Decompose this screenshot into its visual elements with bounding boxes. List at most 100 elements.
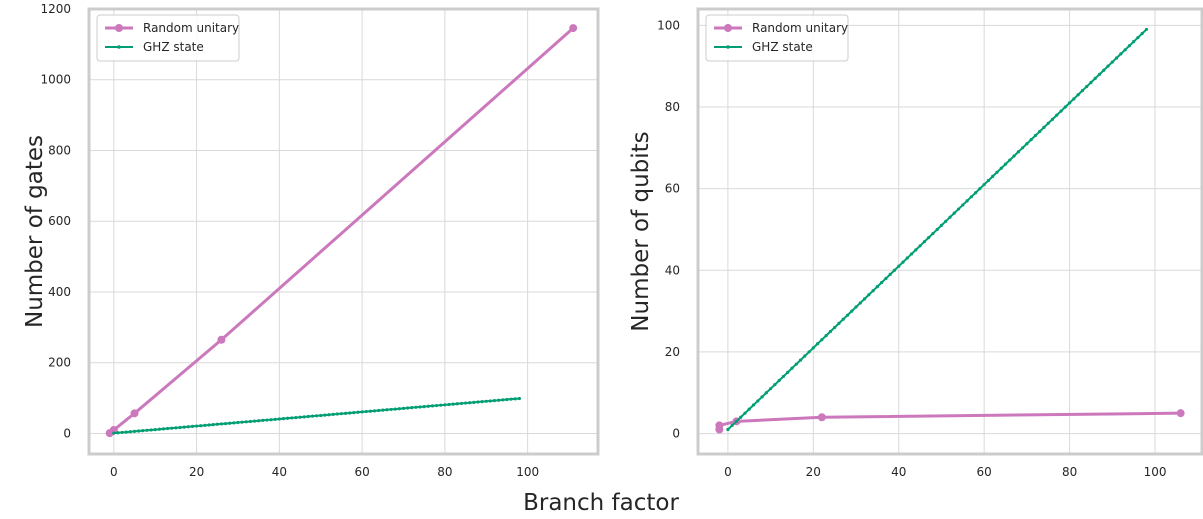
data-point-ghz-state <box>145 428 149 432</box>
legend-label: GHZ state <box>752 40 813 54</box>
data-point-ghz-state <box>203 423 207 427</box>
data-point-ghz-state <box>480 400 484 404</box>
data-point-ghz-state <box>888 272 892 276</box>
data-point-ghz-state <box>1140 31 1144 36</box>
data-point-ghz-state <box>166 426 170 431</box>
data-point-ghz-state <box>1003 162 1008 166</box>
data-point-ghz-state <box>112 431 116 435</box>
plot-area <box>105 24 578 438</box>
data-point-ghz-state <box>348 411 352 415</box>
data-point-ghz-state <box>1025 142 1029 146</box>
data-point-ghz-state <box>1102 68 1106 72</box>
data-point-ghz-state <box>726 427 730 432</box>
data-point-ghz-state <box>141 429 145 433</box>
y-tick-label: 80 <box>665 100 680 114</box>
data-point-random-unitary <box>817 413 826 422</box>
data-point-ghz-state <box>232 421 236 425</box>
data-point-ghz-state <box>982 182 986 187</box>
y-tick-label: 0 <box>672 427 680 441</box>
data-point-ghz-state <box>1055 113 1059 117</box>
data-point-ghz-state <box>273 417 277 421</box>
y-tick-label: 1200 <box>40 2 71 16</box>
data-point-ghz-state <box>790 366 794 370</box>
legend: Random unitary GHZ state <box>705 14 849 62</box>
data-point-ghz-state <box>991 174 995 178</box>
data-point-ghz-state <box>418 405 422 409</box>
data-point-ghz-state <box>961 203 965 207</box>
data-point-ghz-state <box>743 411 747 415</box>
data-point-ghz-state <box>319 413 323 418</box>
data-point-ghz-state <box>228 421 232 425</box>
data-point-ghz-state <box>875 285 879 289</box>
data-point-ghz-state <box>1119 52 1123 56</box>
data-point-ghz-state <box>845 313 850 317</box>
data-point-ghz-state <box>1033 133 1038 138</box>
data-point-ghz-state <box>807 350 811 354</box>
data-point-ghz-state <box>149 428 153 432</box>
x-tick-label: 100 <box>1144 465 1167 479</box>
plot-frame <box>696 7 1203 456</box>
data-point-ghz-state <box>769 387 773 391</box>
data-point-ghz-state <box>377 408 381 413</box>
data-point-random-unitary <box>130 409 139 418</box>
data-point-ghz-state <box>468 401 472 405</box>
data-point-ghz-state <box>265 418 269 422</box>
data-point-ghz-state <box>257 419 261 423</box>
data-point-ghz-state <box>323 413 327 417</box>
legend-swatch-marker <box>117 45 121 49</box>
x-tick-label: 80 <box>437 465 452 479</box>
data-point-ghz-state <box>999 166 1003 170</box>
data-point-ghz-state <box>385 408 389 412</box>
y-tick-label: 100 <box>657 18 680 32</box>
data-point-random-unitary <box>715 421 724 430</box>
data-point-ghz-state <box>777 378 781 383</box>
data-point-ghz-state <box>443 403 447 407</box>
data-point-ghz-state <box>463 401 468 405</box>
data-point-ghz-state <box>410 406 414 410</box>
legend: Random unitary GHZ state <box>96 14 240 62</box>
data-point-ghz-state <box>922 240 926 244</box>
data-point-ghz-state <box>219 422 224 426</box>
chart-1: 0 20 40 60 80 100020040060080010001200Number … <box>22 2 600 479</box>
data-point-ghz-state <box>956 207 961 211</box>
data-point-ghz-state <box>476 400 480 404</box>
y-tick-label: 400 <box>48 285 71 299</box>
legend-swatch-marker <box>115 24 123 32</box>
data-point-ghz-state <box>286 416 290 420</box>
data-point-ghz-state <box>833 325 837 330</box>
data-point-ghz-state <box>335 412 339 416</box>
data-point-ghz-state <box>360 410 364 414</box>
data-point-ghz-state <box>393 407 397 411</box>
x-tick-label: 80 <box>1062 465 1077 479</box>
y-tick-label: 20 <box>665 345 680 359</box>
data-point-ghz-state <box>501 398 505 402</box>
data-point-ghz-state <box>310 414 315 418</box>
legend-swatch-marker <box>724 24 732 32</box>
data-point-ghz-state <box>905 256 909 260</box>
data-point-ghz-state <box>368 409 372 413</box>
data-point-ghz-state <box>248 419 252 424</box>
data-point-ghz-state <box>281 417 286 421</box>
data-point-ghz-state <box>952 211 956 215</box>
data-point-ghz-state <box>389 407 393 412</box>
data-point-ghz-state <box>969 195 973 199</box>
data-point-ghz-state <box>343 411 348 415</box>
data-point-ghz-state <box>294 415 298 420</box>
data-point-ghz-state <box>157 427 161 431</box>
data-point-ghz-state <box>1050 117 1055 121</box>
data-point-ghz-state <box>798 358 803 362</box>
data-point-ghz-state <box>497 398 501 402</box>
data-point-ghz-state <box>751 403 756 407</box>
data-point-ghz-state <box>935 227 939 232</box>
data-point-ghz-state <box>1021 146 1025 150</box>
data-point-ghz-state <box>974 191 978 195</box>
data-point-ghz-state <box>186 425 190 429</box>
plot-area <box>715 27 1185 434</box>
x-tick-label: 40 <box>272 465 287 479</box>
data-point-ghz-state <box>781 374 786 379</box>
legend-label: Random unitary <box>143 21 239 35</box>
data-point-ghz-state <box>298 415 302 419</box>
data-point-ghz-state <box>1144 27 1149 32</box>
data-point-ghz-state <box>447 402 451 407</box>
data-point-ghz-state <box>939 223 944 227</box>
